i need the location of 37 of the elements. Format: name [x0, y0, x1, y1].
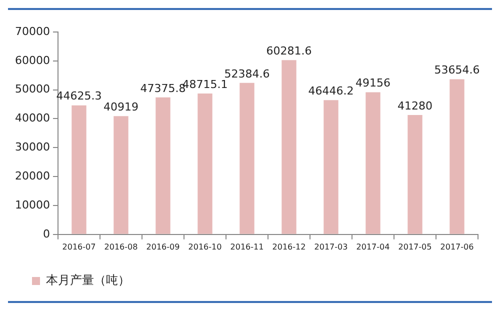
y-tick-label: 50000	[14, 82, 50, 96]
data-label: 49156	[356, 76, 390, 90]
x-tick-label: 2016-09	[146, 242, 180, 252]
data-label: 60281.6	[266, 44, 312, 58]
y-tick-label: 0	[42, 227, 50, 240]
x-tick-label: 2016-08	[104, 242, 138, 252]
x-tick-label: 2016-12	[272, 242, 306, 252]
x-tick-label: 2017-06	[440, 242, 474, 252]
data-label: 41280	[398, 99, 432, 112]
bar	[240, 82, 254, 234]
y-tick-label: 40000	[14, 112, 50, 125]
x-tick-label: 2016-10	[188, 242, 222, 252]
x-tick-label: 2017-04	[356, 242, 390, 252]
bar	[450, 79, 464, 234]
data-label: 53654.6	[434, 64, 480, 77]
data-label: 46446.2	[308, 84, 354, 98]
x-tick-label: 2016-07	[62, 242, 96, 252]
bar	[198, 94, 212, 234]
data-label: 52384.6	[224, 67, 270, 80]
legend-label: 本月产量（吨）	[46, 273, 130, 288]
bar	[366, 92, 380, 234]
bar	[72, 105, 86, 234]
bar	[324, 100, 338, 234]
y-tick-label: 30000	[14, 140, 50, 154]
data-label: 44625.3	[56, 90, 102, 103]
x-tick-label: 2017-05	[398, 242, 432, 252]
bar	[408, 115, 422, 234]
bar	[282, 60, 296, 234]
y-tick-label: 10000	[14, 198, 50, 212]
x-tick-label: 2017-03	[314, 242, 348, 252]
data-label: 40919	[103, 100, 138, 114]
y-tick-label: 70000	[14, 24, 50, 38]
y-tick-label: 20000	[14, 169, 50, 182]
x-tick-label: 2016-11	[230, 242, 264, 252]
bar	[114, 116, 128, 234]
bar	[156, 97, 170, 234]
y-tick-label: 60000	[14, 54, 50, 67]
